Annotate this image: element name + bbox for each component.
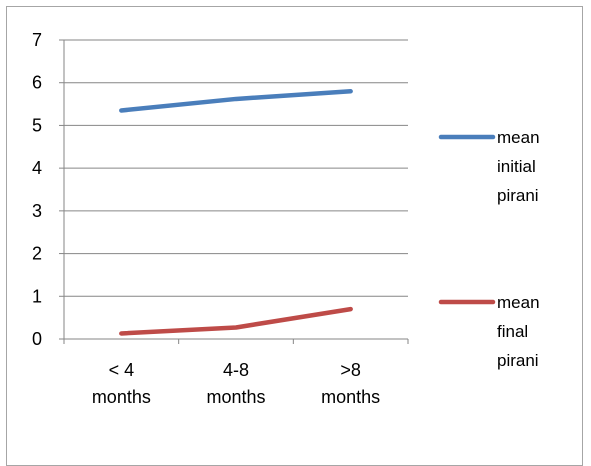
x-tick-label: < 4 months [92,360,151,407]
y-tick-label: 6 [32,73,42,93]
series-lines [119,89,353,336]
legend-label: mean final pirani [497,293,540,370]
y-axis-tick-labels: 0 1 2 3 4 5 6 7 [32,30,42,349]
y-tick-label: 2 [32,244,42,264]
legend-label: mean initial pirani [497,128,540,205]
series-line [119,306,353,336]
y-tick-label: 5 [32,115,42,135]
axes [59,39,409,344]
gridlines [64,39,408,340]
x-axis-tick-labels: < 4 months 4-8 months >8 months [92,360,380,407]
y-tick-label: 1 [32,286,42,306]
y-tick-label: 0 [32,329,42,349]
series-line [119,89,353,113]
y-tick-label: 3 [32,201,42,221]
y-tick-label: 4 [32,158,42,178]
x-tick-label: 4-8 months [206,360,265,407]
x-tick-label: >8 months [321,360,380,407]
legend: mean initial pirani mean final pirani [438,128,540,370]
y-tick-label: 7 [32,30,42,50]
